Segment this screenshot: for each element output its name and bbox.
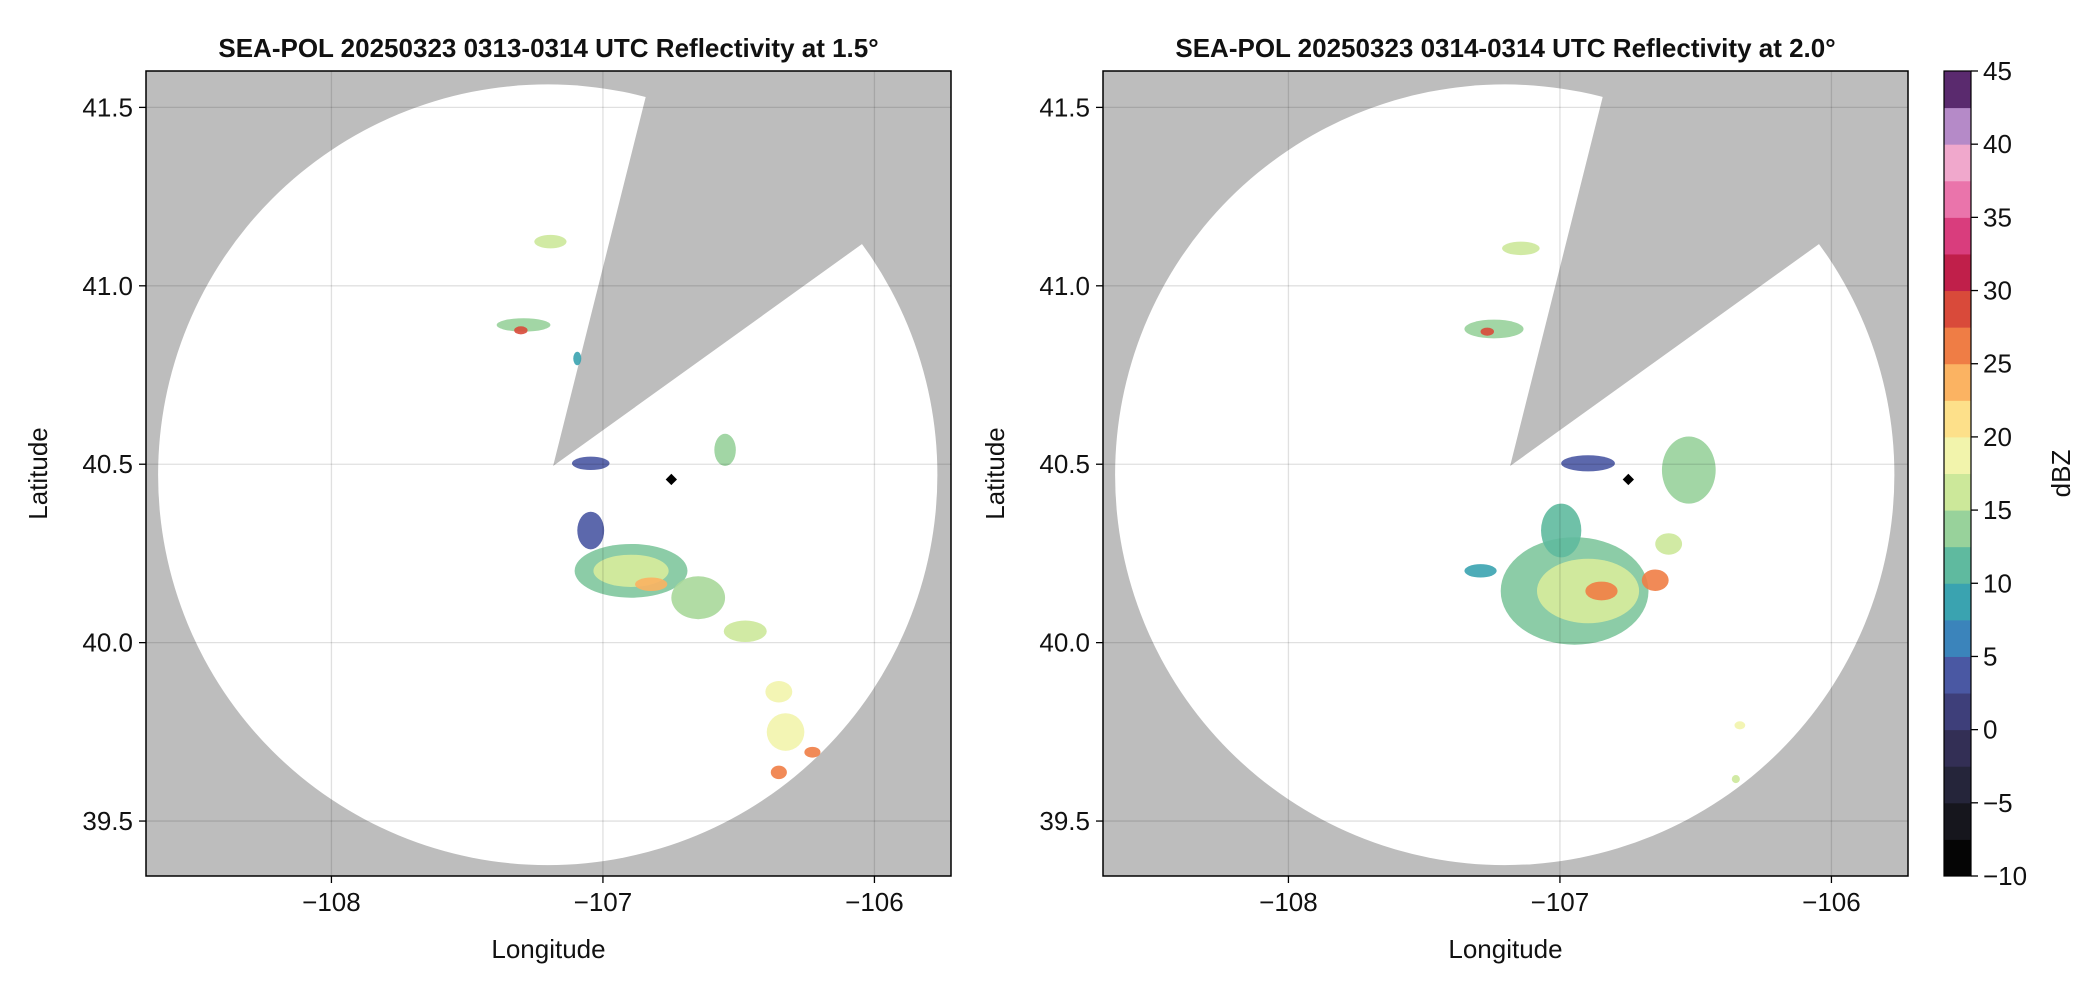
- y-axis-label: Latitude: [23, 427, 53, 520]
- color-step: [1944, 144, 1971, 182]
- color-step: [1944, 546, 1971, 584]
- map-panel: −108 −107 −106 39.5 40.0 40.5 41.0 41.5 SEA-POL …: [980, 33, 1909, 964]
- color-step: [1944, 71, 1971, 109]
- echo: [1502, 241, 1540, 256]
- echo: [765, 680, 793, 703]
- colorbar-frame: [1943, 70, 1972, 877]
- echo: [714, 433, 736, 467]
- color-step: [1944, 693, 1971, 731]
- echo: [573, 351, 582, 366]
- y-tick-label: 40.5: [82, 449, 133, 479]
- colorbar-tick-label: 30: [1983, 276, 2012, 306]
- echo: [571, 456, 610, 471]
- color-step: [1944, 583, 1971, 621]
- y-tick-label: 41.5: [82, 92, 133, 122]
- x-tick-label: −108: [1259, 887, 1318, 917]
- color-step: [1944, 729, 1971, 767]
- color-step: [1944, 363, 1971, 401]
- color-step: [1944, 327, 1971, 365]
- plot-frame: [1102, 70, 1909, 877]
- plot-frame: [145, 70, 952, 877]
- x-tick-label: −108: [302, 887, 361, 917]
- colorbar-tick-label: 5: [1983, 641, 1997, 671]
- chart-title: SEA-POL 20250323 0314-0314 UTC Reflectiv…: [1175, 33, 1835, 63]
- echo: [1731, 775, 1740, 784]
- y-tick-label: 41.5: [1039, 92, 1090, 122]
- blocked-sector: [553, 71, 951, 467]
- color-step: [1944, 180, 1971, 218]
- echo: [766, 713, 805, 751]
- echo: [770, 765, 787, 780]
- colorbar-tick-label: 40: [1983, 129, 2012, 159]
- echo: [1541, 503, 1582, 558]
- blocked-sector: [1510, 71, 1908, 467]
- colorbar-tick-label: 35: [1983, 202, 2012, 232]
- color-step: [1944, 436, 1971, 474]
- colorbar-tick-label: 10: [1983, 568, 2012, 598]
- color-step: [1944, 766, 1971, 804]
- y-tick-label: 41.0: [82, 271, 133, 301]
- color-step: [1944, 400, 1971, 438]
- echo: [1480, 327, 1494, 336]
- echo: [671, 576, 726, 620]
- echo: [1734, 721, 1746, 730]
- echo: [577, 511, 605, 550]
- x-tick-label: −107: [1531, 887, 1590, 917]
- color-step: [1944, 656, 1971, 694]
- colorbar-tick-label: −5: [1983, 788, 2013, 818]
- colorbar-tick-label: 0: [1983, 715, 1997, 745]
- colorbar-tick-label: −10: [1983, 861, 2027, 891]
- color-step: [1944, 510, 1971, 548]
- y-tick-label: 41.0: [1039, 271, 1090, 301]
- y-tick-label: 40.0: [1039, 628, 1090, 658]
- colorbar-tick-label: 45: [1983, 56, 2012, 86]
- echo: [1655, 533, 1683, 555]
- echo: [534, 234, 567, 249]
- x-tick-label: −107: [574, 887, 633, 917]
- color-step: [1944, 802, 1971, 840]
- colorbar-tick-label: 15: [1983, 495, 2012, 525]
- color-step: [1944, 107, 1971, 145]
- color-step: [1944, 619, 1971, 657]
- color-step: [1944, 217, 1971, 255]
- colorbar-tick-label: 20: [1983, 422, 2012, 452]
- echo: [1464, 319, 1524, 339]
- plot-area: [146, 71, 951, 876]
- echo: [1561, 455, 1615, 472]
- echo: [496, 318, 551, 332]
- color-step: [1944, 290, 1971, 328]
- echo: [1661, 436, 1716, 504]
- x-tick-label: −106: [1802, 887, 1861, 917]
- x-axis-label: Longitude: [1448, 934, 1562, 964]
- echo: [1464, 564, 1497, 578]
- echo: [635, 577, 668, 591]
- y-tick-label: 39.5: [82, 806, 133, 836]
- echo: [1585, 581, 1618, 601]
- echo: [804, 746, 821, 758]
- color-step: [1944, 253, 1971, 292]
- x-axis-label: Longitude: [491, 934, 605, 964]
- color-step: [1944, 839, 1971, 877]
- color-step: [1944, 473, 1971, 511]
- y-tick-label: 39.5: [1039, 806, 1090, 836]
- y-tick-label: 40.5: [1039, 449, 1090, 479]
- colorbar-tick-label: 25: [1983, 349, 2012, 379]
- y-axis-label: Latitude: [980, 427, 1010, 520]
- colorbar: −10 −5 0 5 10 15 20 25 30 35 40 45 dBZ: [1943, 56, 2076, 891]
- echo: [723, 620, 767, 643]
- y-tick-label: 40.0: [82, 628, 133, 658]
- echo: [1641, 569, 1669, 591]
- plot-area: [1103, 71, 1908, 876]
- echo: [514, 326, 528, 335]
- map-panel: −108 −107 −106 39.5 40.0 40.5 41.0 41.5 SEA-POL …: [23, 33, 952, 964]
- site-marker: [665, 473, 678, 486]
- site-marker: [1622, 473, 1635, 486]
- x-tick-label: −106: [845, 887, 904, 917]
- colorbar-label: dBZ: [2046, 450, 2076, 498]
- chart-title: SEA-POL 20250323 0313-0314 UTC Reflectiv…: [218, 33, 878, 63]
